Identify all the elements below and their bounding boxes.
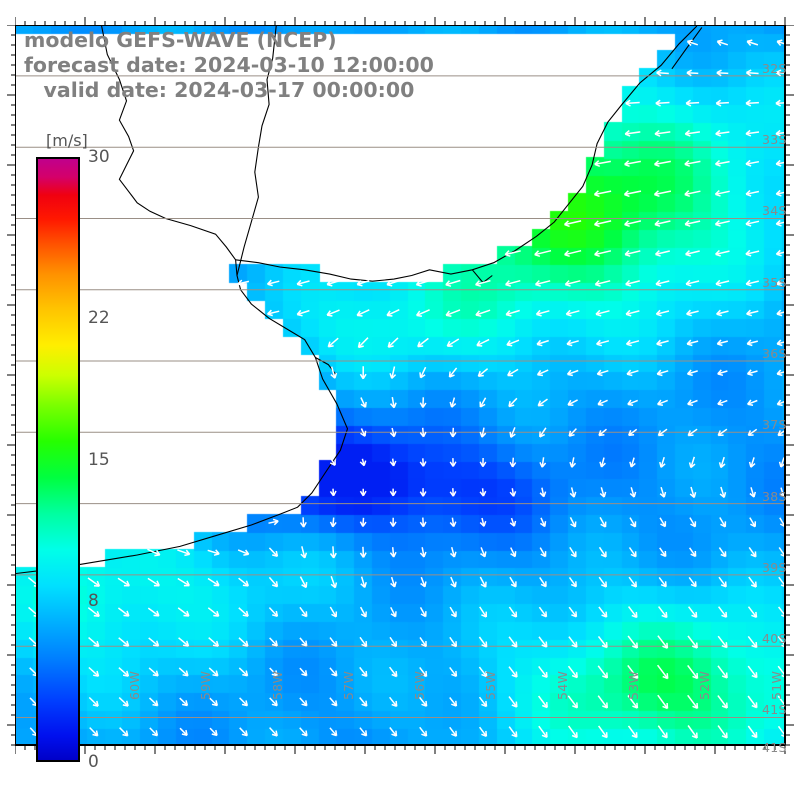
colorbar-tick-label: 30: [88, 147, 110, 167]
map-plot-area[interactable]: [15, 25, 785, 745]
colorbar-tick-label: 0: [88, 752, 99, 772]
colorbar-tick-label: 15: [88, 449, 110, 470]
right-tick-ruler: [785, 25, 797, 747]
wind-speed-field: [16, 26, 784, 744]
colorbar-tick-label: 8: [88, 590, 99, 611]
colorbar: [m/s] 0 8 15 22 30: [36, 131, 110, 772]
colorbar-tick-label: 22: [88, 308, 110, 329]
map-field-clip: [16, 26, 784, 744]
colorbar-gradient: [36, 157, 80, 762]
bottom-tick-ruler: [15, 745, 787, 757]
colorbar-unit-label: [m/s]: [46, 131, 88, 150]
